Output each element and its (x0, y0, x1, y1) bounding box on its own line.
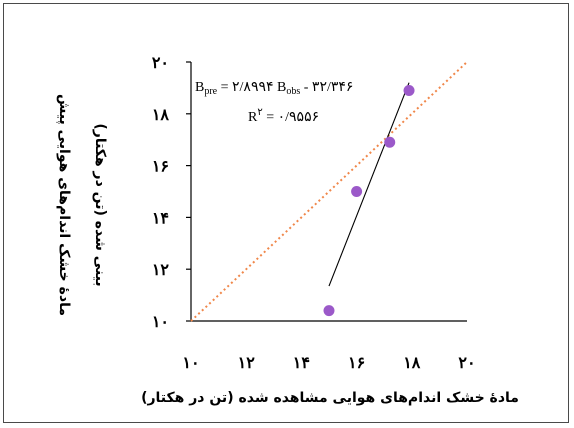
y-tick-label: ۱۶ (152, 157, 169, 176)
y-tick-label: ۱۰ (152, 312, 169, 331)
identity-line (190, 61, 468, 322)
data-point (351, 186, 363, 197)
y-tick-label: ۱۴ (152, 208, 169, 227)
y-axis-title-line1: مادهٔ خشک اندام‌های هوایی پیش (56, 94, 72, 316)
axes-group (190, 62, 467, 322)
equation-label: Bpre = ۲/۸۹۹۴ Bobs - ۳۲/۳۴۶ (195, 80, 353, 97)
x-tick-label: ۲۰ (458, 353, 475, 372)
data-points (323, 84, 415, 317)
data-point (384, 136, 396, 148)
regression-line (328, 82, 410, 287)
data-point (323, 305, 335, 317)
x-tick-label: ۱۲ (238, 353, 256, 372)
y-tick-label: ۲۰ (152, 53, 169, 72)
x-tick-label: ۱۰ (182, 353, 199, 372)
r-squared-label: R۲ = ۰/۹۵۵۶ (248, 107, 319, 125)
data-point (403, 84, 415, 96)
y-tick-label: ۱۲ (152, 260, 170, 279)
y-axis-title-line2: بینی شده (تن در هکتار) (92, 123, 108, 286)
y-ticks: ۱۰ ۱۲ ۱۴ ۱۶ ۱۸ ۲۰ (152, 53, 191, 331)
x-tick-label: ۱۶ (348, 353, 365, 372)
chart-frame (3, 3, 569, 423)
x-tick-label: ۱۸ (403, 353, 421, 372)
y-tick-label: ۱۸ (152, 105, 170, 124)
x-axis-title: مادهٔ خشک اندام‌های هوایی مشاهده شده (تن… (141, 390, 519, 406)
x-ticks: ۱۰ ۱۲ ۱۴ ۱۶ ۱۸ ۲۰ (182, 353, 475, 372)
x-tick-label: ۱۴ (293, 353, 310, 372)
